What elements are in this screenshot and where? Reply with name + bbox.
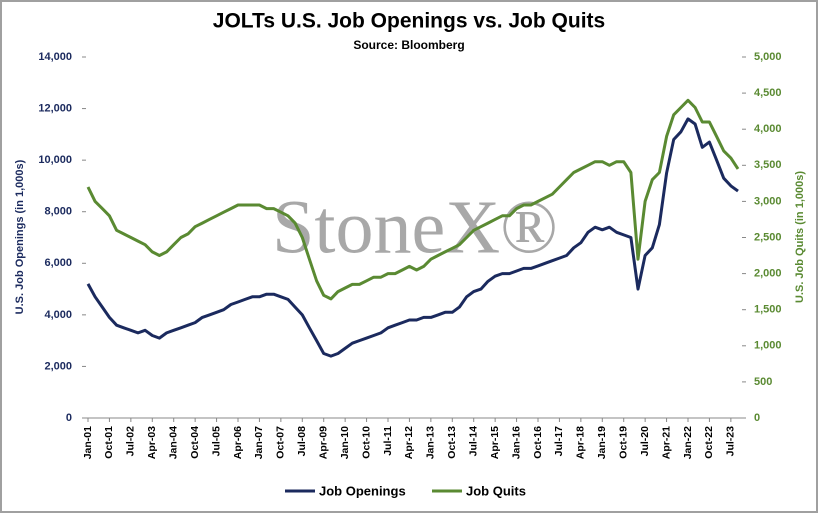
x-tick-label: Jan-10 — [339, 426, 351, 459]
y2-tick-label: 1,500 — [754, 304, 782, 316]
x-tick-label: Oct-19 — [617, 426, 629, 459]
x-tick-label: Apr-15 — [489, 426, 501, 459]
x-tick-label: Jul-23 — [725, 426, 737, 457]
x-tick-label: Jan-16 — [510, 426, 522, 459]
legend-label: Job Quits — [466, 483, 526, 498]
x-tick-label: Jan-22 — [682, 426, 694, 459]
x-tick-label: Apr-21 — [660, 426, 672, 459]
x-tick-label: Jan-04 — [167, 426, 179, 459]
x-tick-label: Jul-11 — [382, 426, 394, 456]
y-tick-label: 2,000 — [44, 360, 72, 372]
y2-tick-label: 500 — [754, 376, 772, 388]
y2-tick-label: 2,500 — [754, 231, 782, 243]
y-tick-label: 6,000 — [44, 257, 72, 269]
y2-tick-label: 5,000 — [754, 51, 782, 63]
y-tick-label: 10,000 — [38, 154, 72, 166]
x-tick-label: Jul-05 — [210, 426, 222, 457]
x-tick-label: Oct-16 — [532, 426, 544, 459]
y2-tick-label: 4,500 — [754, 87, 782, 99]
x-tick-label: Jul-20 — [639, 426, 651, 457]
x-tick-label: Jan-01 — [82, 426, 94, 459]
x-tick-label: Jul-17 — [553, 426, 565, 457]
x-tick-label: Apr-12 — [403, 426, 415, 459]
y-tick-label: 0 — [66, 412, 72, 424]
series-line — [86, 98, 740, 301]
x-tick-label: Jan-13 — [425, 426, 437, 459]
chart-title: JOLTs U.S. Job Openings vs. Job Quits — [213, 10, 605, 33]
y2-axis-label: U.S. Job Quits (in 1,000s) — [794, 171, 806, 303]
x-tick-label: Oct-22 — [703, 426, 715, 459]
x-tick-label: Jan-07 — [253, 426, 265, 459]
watermark: StoneX® — [272, 185, 558, 269]
x-tick-label: Oct-10 — [360, 426, 372, 459]
x-tick-label: Jul-08 — [296, 426, 308, 457]
chart-subtitle: Source: Bloomberg — [353, 38, 464, 52]
y2-tick-label: 3,500 — [754, 159, 782, 171]
y-tick-label: 14,000 — [38, 51, 72, 63]
y2-tick-label: 0 — [754, 412, 760, 424]
y2-tick-label: 4,000 — [754, 123, 782, 135]
y-tick-label: 12,000 — [38, 102, 72, 114]
y-tick-label: 8,000 — [44, 206, 72, 218]
x-tick-label: Jul-02 — [125, 426, 137, 457]
x-tick-label: Jan-19 — [596, 426, 608, 459]
y2-tick-label: 3,000 — [754, 195, 782, 207]
y2-tick-label: 2,000 — [754, 268, 782, 280]
x-tick-label: Apr-03 — [146, 426, 158, 459]
x-tick-label: Oct-13 — [446, 426, 458, 459]
y2-tick-label: 1,000 — [754, 340, 782, 352]
x-tick-label: Jul-14 — [467, 426, 479, 457]
x-tick-label: Apr-06 — [232, 426, 244, 459]
x-tick-label: Apr-18 — [575, 426, 587, 459]
x-tick-label: Apr-09 — [317, 426, 329, 459]
y-tick-label: 4,000 — [44, 309, 72, 321]
legend-label: Job Openings — [319, 483, 406, 498]
x-tick-label: Oct-07 — [275, 426, 287, 459]
y-axis-label: U.S. Job Openings (in 1,000s) — [14, 159, 26, 314]
series-line — [86, 117, 739, 358]
x-tick-label: Oct-04 — [189, 426, 201, 459]
x-tick-label: Oct-01 — [103, 426, 115, 459]
